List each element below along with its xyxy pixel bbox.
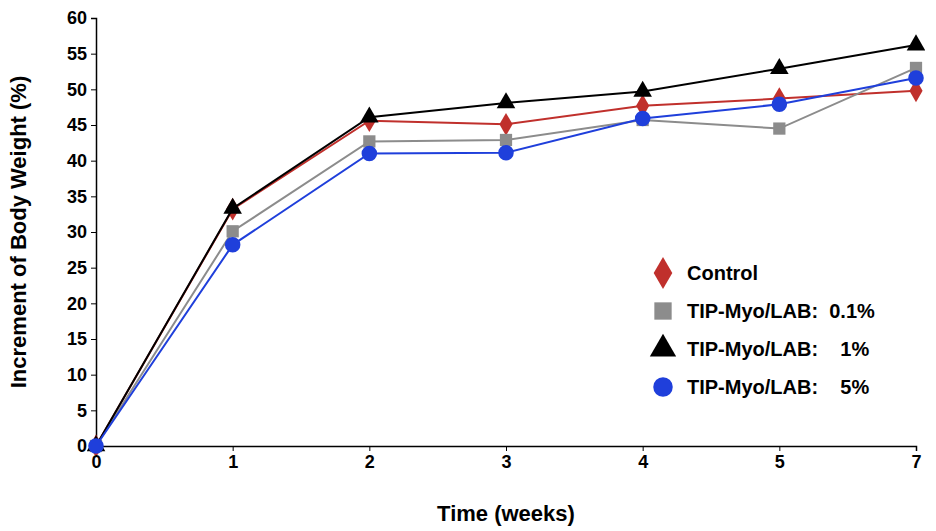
- y-tick-label: 0: [77, 436, 87, 456]
- y-tick-label: 55: [67, 44, 87, 64]
- y-tick-mark: [91, 410, 96, 411]
- legend-marker: [650, 334, 676, 357]
- series-marker: [88, 438, 104, 454]
- y-axis: 0 5 10 15 20 25 30 35 40 45 50 55 60: [67, 8, 97, 456]
- legend: Control TIP-Myo/LAB: 0.1% TIP-Myo/LAB: 1% T…: [650, 257, 875, 398]
- y-tick-label: 20: [67, 294, 87, 314]
- y-tick: 55: [67, 44, 96, 64]
- x-axis-line: [97, 447, 917, 452]
- y-tick-mark: [91, 125, 96, 126]
- series-marker: [497, 92, 516, 108]
- y-tick: 15: [67, 329, 96, 349]
- x-axis-title: Time (weeks): [437, 501, 575, 526]
- legend-marker: [654, 257, 673, 289]
- legend-label: TIP-Myo/LAB: 5%: [687, 376, 869, 398]
- x-tick: 3: [501, 446, 511, 472]
- x-tick: 1: [228, 446, 238, 472]
- x-tick: 2: [365, 446, 375, 472]
- y-tick-label: 40: [67, 151, 87, 171]
- y-tick-mark: [91, 232, 96, 233]
- legend-label: Control: [687, 262, 758, 284]
- series-marker: [772, 97, 788, 113]
- x-tick-label: 4: [638, 452, 648, 472]
- x-tick-mark: [369, 446, 370, 451]
- y-tick: 25: [67, 258, 96, 278]
- series-marker: [498, 145, 514, 161]
- series-marker: [227, 225, 239, 237]
- series-marker: [908, 70, 924, 86]
- y-tick: 35: [67, 187, 96, 207]
- legend-label: TIP-Myo/LAB: 1%: [687, 338, 869, 360]
- y-tick-label: 45: [67, 115, 87, 135]
- y-tick-label: 35: [67, 187, 87, 207]
- y-tick-mark: [91, 161, 96, 162]
- y-tick-mark: [91, 268, 96, 269]
- y-tick-mark: [91, 54, 96, 55]
- y-tick: 45: [67, 115, 96, 135]
- x-axis: 0123457: [91, 446, 921, 472]
- x-tick: 5: [775, 446, 785, 472]
- y-tick-label: 25: [67, 258, 87, 278]
- series-marker: [500, 134, 512, 146]
- y-tick-mark: [91, 375, 96, 376]
- y-tick-mark: [91, 196, 96, 197]
- x-tick: 7: [911, 446, 921, 472]
- legend-item: TIP-Myo/LAB: 1%: [650, 334, 870, 360]
- legend-item: TIP-Myo/LAB: 0.1%: [654, 300, 875, 322]
- legend-label: TIP-Myo/LAB: 0.1%: [687, 300, 875, 322]
- plot: 0510152025303540455055600123457: [67, 8, 925, 472]
- x-tick-mark: [233, 446, 234, 451]
- series-marker: [633, 81, 652, 97]
- series-line: [96, 68, 916, 446]
- x-tick-label: 5: [775, 452, 785, 472]
- y-tick: 50: [67, 80, 96, 100]
- series-marker: [363, 135, 375, 147]
- series-marker: [773, 122, 785, 134]
- y-tick-label: 10: [67, 365, 87, 385]
- legend-item: TIP-Myo/LAB: 5%: [653, 376, 869, 398]
- chart: 0510152025303540455055600123457Time (wee…: [0, 0, 936, 531]
- y-axis-line: [91, 19, 97, 447]
- x-tick-mark: [916, 446, 917, 451]
- x-tick-label: 1: [228, 452, 238, 472]
- x-tick-mark: [643, 446, 644, 451]
- legend-marker: [653, 377, 673, 397]
- x-tick-label: 3: [501, 452, 511, 472]
- series-marker: [362, 146, 378, 162]
- y-tick-label: 15: [67, 329, 87, 349]
- series-line: [96, 45, 916, 446]
- legend-item: Control: [654, 257, 758, 289]
- y-tick: 30: [67, 222, 96, 242]
- x-tick-mark: [506, 446, 507, 451]
- series-marker: [225, 237, 241, 253]
- y-tick: 10: [67, 365, 96, 385]
- y-tick-label: 5: [77, 401, 87, 421]
- x-tick-label: 2: [365, 452, 375, 472]
- y-tick-mark: [91, 18, 96, 19]
- y-tick: 5: [77, 401, 96, 421]
- series-marker: [223, 198, 242, 214]
- x-tick-mark: [779, 446, 780, 451]
- series-line: [96, 78, 916, 446]
- legend-marker: [654, 302, 671, 319]
- y-tick-mark: [91, 89, 96, 90]
- series-marker: [635, 111, 651, 127]
- series-marker: [360, 106, 379, 122]
- series-line: [96, 91, 916, 446]
- y-tick-mark: [91, 339, 96, 340]
- series-group: [87, 34, 925, 455]
- series-marker: [499, 113, 512, 136]
- y-tick-label: 50: [67, 80, 87, 100]
- y-tick: 60: [67, 8, 96, 28]
- x-tick-label: 7: [911, 452, 921, 472]
- y-axis-title: Increment of Body Weight (%): [6, 76, 31, 389]
- x-tick: 4: [638, 446, 648, 472]
- y-tick-mark: [91, 303, 96, 304]
- y-tick-label: 60: [67, 8, 87, 28]
- series-marker: [770, 58, 789, 74]
- y-tick: 40: [67, 151, 96, 171]
- y-tick-label: 30: [67, 222, 87, 242]
- series-marker: [907, 34, 925, 50]
- y-tick: 20: [67, 294, 96, 314]
